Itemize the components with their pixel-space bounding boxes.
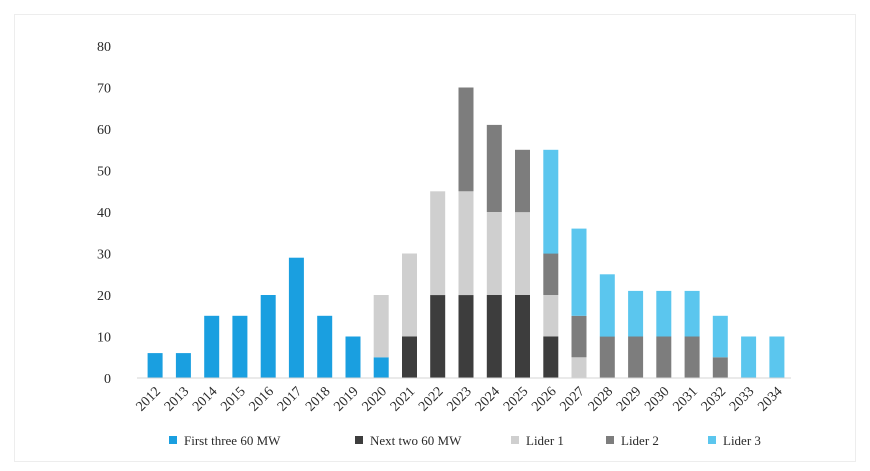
bar-segment — [656, 290, 672, 337]
bar-segment — [543, 295, 559, 337]
bar-segment — [599, 336, 615, 378]
y-tick-label: 70 — [97, 82, 111, 97]
y-tick-label: 40 — [97, 206, 111, 221]
legend-swatch — [355, 436, 363, 444]
x-tick-label: 2034 — [755, 384, 785, 414]
bar-segment — [486, 124, 502, 212]
x-tick-label: 2016 — [247, 384, 277, 414]
bar-segment — [684, 336, 700, 378]
bar-segment — [317, 315, 333, 379]
x-tick-label: 2032 — [699, 384, 729, 414]
y-tick-label: 20 — [97, 289, 111, 304]
bar-segment — [486, 295, 502, 378]
x-tick-label: 2017 — [275, 384, 305, 414]
x-tick-label: 2019 — [331, 384, 361, 414]
bar-segment — [599, 274, 615, 337]
bar-segment — [543, 336, 559, 378]
bar-segment — [402, 336, 417, 378]
x-tick-label: 2020 — [360, 384, 390, 414]
bar-segment — [515, 149, 530, 213]
x-tick-label: 2024 — [473, 384, 503, 414]
x-tick-label: 2025 — [501, 384, 531, 414]
bar-segment — [373, 357, 389, 379]
bar-segment — [458, 191, 474, 296]
y-axis: 0 10 20 30 40 50 60 70 80 — [97, 40, 111, 387]
bar-segment — [486, 212, 502, 295]
bar-segment — [684, 290, 700, 337]
x-tick-label: 2028 — [586, 384, 616, 414]
y-tick-label: 50 — [97, 165, 111, 180]
legend-swatch — [169, 436, 177, 444]
x-tick-label: 2013 — [162, 384, 192, 414]
bar-segment — [741, 336, 757, 378]
bar-segment — [769, 336, 785, 378]
bar-segment — [515, 295, 530, 378]
bar-segment — [175, 353, 191, 378]
legend-label: First three 60 MW — [184, 433, 281, 448]
x-tick-label: 2014 — [190, 384, 220, 414]
bar-segment — [458, 87, 474, 192]
bar-segment — [571, 315, 587, 358]
y-tick-label: 30 — [97, 248, 111, 263]
bar-segment — [628, 336, 644, 378]
y-tick-label: 10 — [97, 331, 111, 346]
x-tick-label: 2026 — [529, 384, 559, 414]
bar-segment — [656, 336, 672, 378]
legend-swatch — [708, 436, 716, 444]
legend-swatch — [606, 436, 614, 444]
x-axis: 2012201320142015201620172018201920202021… — [134, 384, 786, 414]
x-tick-label: 2018 — [303, 384, 333, 414]
bar-segment — [458, 295, 474, 378]
bar-segment — [628, 290, 644, 337]
x-tick-label: 2029 — [614, 384, 644, 414]
legend: First three 60 MW Next two 60 MW Lider 1 Li… — [169, 433, 761, 448]
bar-segment — [543, 253, 559, 295]
bar-segment — [288, 257, 304, 378]
x-tick-label: 2012 — [134, 384, 164, 414]
legend-label: Lider 3 — [723, 433, 761, 448]
chart-frame: 0 10 20 30 40 50 60 70 80 2012 2013 2014 2015 2016 20… — [14, 14, 856, 462]
bar-segment — [345, 336, 361, 378]
bar-segment — [373, 295, 389, 358]
bar-segment — [712, 315, 728, 358]
legend-label: Lider 1 — [526, 433, 564, 448]
y-tick-label: 0 — [104, 372, 111, 387]
x-tick-label: 2022 — [416, 384, 446, 414]
x-tick-label: 2023 — [444, 384, 474, 414]
bar-segment — [402, 253, 417, 337]
bar-segment — [204, 315, 220, 379]
legend-swatch — [511, 436, 519, 444]
bar-segment — [543, 149, 559, 254]
x-tick-label: 2015 — [218, 384, 248, 414]
y-tick-label: 60 — [97, 123, 111, 138]
bar-segment — [147, 353, 163, 378]
bar-segment — [430, 295, 446, 378]
plot-area — [137, 87, 791, 379]
y-tick-label: 80 — [97, 40, 111, 55]
bar-segment — [430, 191, 446, 296]
legend-label: Next two 60 MW — [370, 433, 462, 448]
bar-segment — [571, 357, 587, 379]
x-tick-label: 2030 — [642, 384, 672, 414]
bar-segment — [232, 315, 248, 379]
bar-segment — [515, 212, 530, 295]
bar-segment — [260, 295, 276, 378]
x-tick-label: 2027 — [557, 384, 587, 414]
x-tick-label: 2033 — [727, 384, 757, 414]
x-tick-label: 2021 — [388, 384, 418, 414]
x-tick-label: 2031 — [671, 384, 701, 414]
legend-label: Lider 2 — [621, 433, 659, 448]
bar-segment — [571, 228, 587, 316]
bar-segment — [712, 357, 728, 379]
